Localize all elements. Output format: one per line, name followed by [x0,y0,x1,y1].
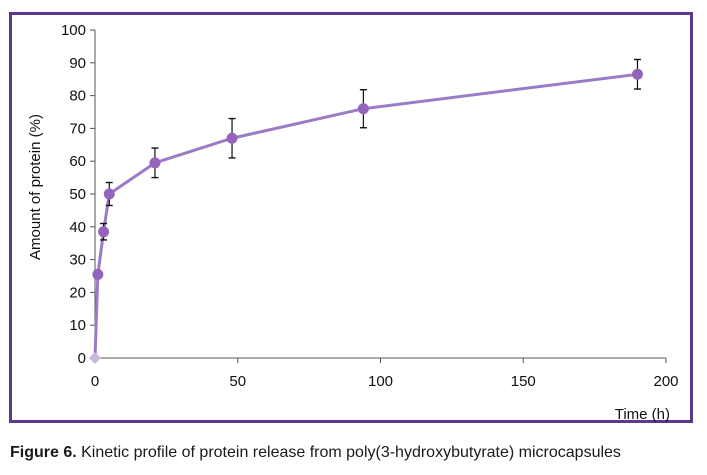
y-tick-label: 100 [61,22,86,39]
figure-caption-label: Figure 6. [10,444,77,461]
chart-frame [9,12,693,423]
y-tick-label: 80 [69,88,86,105]
y-tick-label: 40 [69,219,86,236]
x-tick-label: 0 [91,373,99,390]
data-point [98,226,110,238]
data-point [89,352,101,364]
data-point [226,132,238,144]
y-tick-label: 90 [69,55,86,72]
y-tick-label: 0 [78,350,86,367]
data-point [631,68,643,80]
y-axis-ticks: 0 10 20 30 40 50 60 70 80 90 100 [61,22,95,367]
y-tick-label: 60 [69,153,86,170]
figure-caption-text: Kinetic profile of protein release from … [76,444,621,461]
data-series [89,58,643,364]
y-tick-label: 50 [69,186,86,203]
x-axis-ticks: 0 50 100 150 200 [91,358,679,390]
y-axis-label: Amount of protein (%) [27,114,44,260]
data-point [149,157,161,169]
data-point [92,268,104,280]
x-tick-label: 100 [368,373,393,390]
y-tick-label: 70 [69,120,86,137]
x-tick-label: 50 [229,373,246,390]
x-tick-label: 150 [511,373,536,390]
y-tick-label: 20 [69,284,86,301]
figure-caption: Figure 6. Kinetic profile of protein rel… [10,444,621,462]
y-tick-label: 30 [69,252,86,269]
series-line [93,72,638,359]
data-point [357,103,369,115]
chart: 0 10 20 30 40 50 60 70 80 90 100 0 50 100 150 200 Amou… [27,22,679,423]
x-axis-label: Time (h) [615,406,670,423]
x-tick-label: 200 [653,373,678,390]
y-tick-label: 10 [69,317,86,334]
data-point [103,188,115,200]
